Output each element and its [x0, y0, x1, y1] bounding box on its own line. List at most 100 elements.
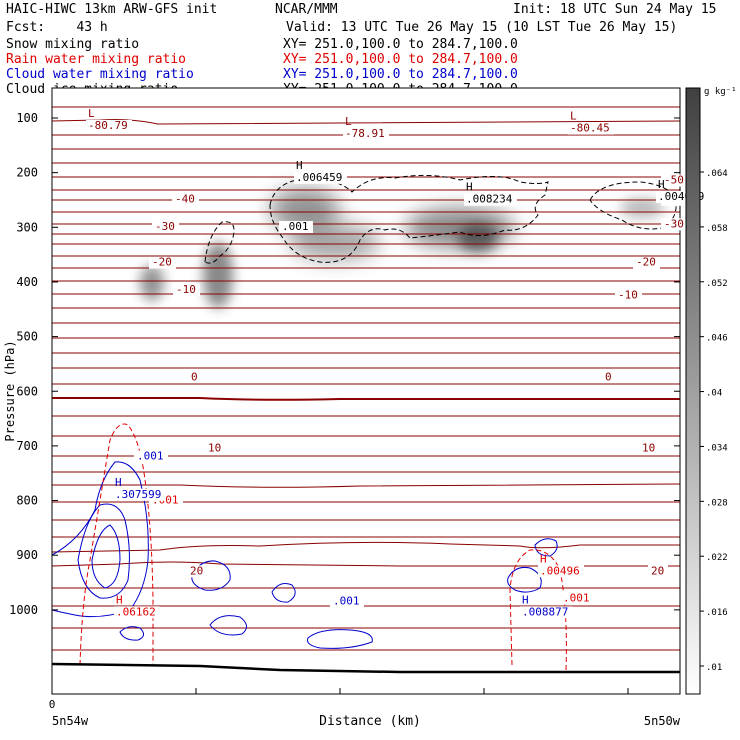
isotherm-label: -10: [176, 283, 196, 296]
isotherm-label: 0: [605, 370, 612, 383]
isotherm-zero: [52, 397, 680, 401]
cloud-water-ring: [77, 503, 130, 599]
field-snow-name: Snow mixing ratio: [6, 37, 139, 52]
isotherm-label-bg: [615, 289, 642, 302]
extremum-value-bg: [294, 171, 347, 184]
colorbar-ramp: [685, 87, 701, 695]
isotherm-label: 10: [642, 441, 655, 454]
isotherm-line: [52, 483, 681, 488]
isotherm-label: -10: [618, 288, 638, 301]
isotherm-label: 20: [190, 564, 203, 577]
contour-value-label-bg: [560, 592, 594, 605]
isotherm-label-bg: [639, 442, 659, 455]
cloud-ice-contour: [269, 174, 549, 263]
extremum-value: .008877: [522, 605, 568, 618]
colorbar: g kg⁻¹ .01 .016 .022 .028 .034 .04 .046 .052 .05…: [685, 87, 737, 695]
isotherm-label: 20: [651, 564, 664, 577]
isotherm-label-bg: [205, 442, 225, 455]
isotherm-label-bg: [661, 174, 688, 187]
field-snow-xy: XY= 251.0,100.0 to 284.7,100.0: [283, 37, 518, 52]
cloud-ice-contour-right: [589, 181, 677, 230]
colorbar-tick-label: .046: [706, 334, 728, 344]
extremum-value-bg: [343, 128, 389, 141]
x-left-label: 5n54w: [52, 714, 89, 728]
y-tick-label: 700: [16, 439, 38, 453]
field-cloudwater-name: Cloud water mixing ratio: [6, 67, 194, 82]
snow-shading: [140, 188, 664, 308]
extremum-mark: L: [570, 110, 577, 123]
cloud-water-ring-inner: [91, 524, 121, 589]
valid-time: Valid: 13 UTC Tue 26 May 15 (10 LST Tue …: [286, 20, 677, 35]
extremum-mark: H: [115, 476, 122, 489]
contour-value-label: .001: [333, 594, 360, 607]
colorbar-tick-label: .052: [706, 279, 728, 289]
extremum-mark: H: [522, 593, 529, 606]
extremum-value: .008234: [466, 193, 513, 206]
contour-value-label-bg: [330, 595, 364, 608]
contour-labels: -20-30-40-1001020-50-40-30-20-1001020.00…: [86, 107, 709, 619]
isotherm-label-bg: [187, 565, 207, 578]
y-tick-label: 800: [16, 494, 38, 508]
rain-water-contour-right: [509, 549, 567, 671]
terrain-line: [51, 662, 680, 674]
y-axis-title: Pressure (hPa): [3, 340, 17, 441]
y-tick-label: 1000: [9, 603, 38, 617]
field-rain-xy: XY= 251.0,100.0 to 284.7,100.0: [283, 52, 518, 67]
extremum-value-bg: [113, 488, 166, 501]
colorbar-ticks: .01 .016 .022 .028 .034 .04 .046 .052 .058 .064: [700, 169, 728, 673]
y-tick-label: 300: [16, 220, 38, 234]
isotherm-label-bg: [173, 283, 200, 296]
colorbar-tick-label: .028: [706, 498, 728, 508]
colorbar-tick-label: .034: [706, 443, 728, 453]
contour-value-label: .001: [563, 592, 590, 605]
y-tick-label: 600: [16, 384, 38, 398]
cloud-water-contours: [51, 461, 558, 649]
extremum-value: -80.79: [88, 119, 128, 132]
extremum-value-bg: [114, 606, 160, 619]
isotherm-label-bg: [149, 256, 176, 269]
org-label: NCAR/MMM: [275, 2, 338, 17]
colorbar-unit: g kg⁻¹: [704, 87, 737, 97]
cloud-water-cell: [507, 567, 542, 593]
field-rain-name: Rain water mixing ratio: [6, 52, 186, 67]
extremum-mark: L: [88, 107, 95, 120]
isotherm-line: [51, 541, 680, 553]
extremum-value-bg: [538, 565, 584, 578]
isotherm-label: 10: [208, 441, 221, 454]
isotherm-label: -40: [175, 193, 195, 206]
isotherm-label-bg: [661, 218, 688, 231]
cloud-water-cell: [119, 626, 144, 641]
y-tick-label: 100: [16, 111, 38, 125]
field-cloudwater-xy: XY= 251.0,100.0 to 284.7,100.0: [283, 67, 518, 82]
isotherm-label-bg: [172, 193, 199, 206]
header: HAIC-HIWC 13km ARW-GFS init NCAR/MMM Ini…: [6, 2, 717, 97]
y-tick-label: 200: [16, 166, 38, 180]
snow-blob-left-small: [140, 265, 164, 301]
snow-blob-right: [620, 198, 664, 218]
extremum-value: .06162: [116, 605, 156, 618]
extremum-value-bg: [520, 606, 573, 619]
extremum-mark: H: [116, 593, 123, 606]
x-axis-title: Distance (km): [319, 714, 421, 729]
isotherm-label: 0: [191, 370, 198, 383]
extremum-value: -78.91: [345, 127, 385, 140]
colorbar-tick-label: .01: [706, 663, 722, 673]
x-start-label: 0: [49, 698, 56, 711]
colorbar-tick-label: .058: [706, 224, 728, 234]
x-right-label: 5n50w: [644, 714, 681, 728]
contour-value-label-bg: [134, 450, 168, 463]
colorbar-tick-label: .022: [706, 553, 728, 563]
isotherm-line: [51, 561, 680, 567]
cloud-ice-contour-left: [204, 221, 235, 264]
snow-blob-upper: [270, 188, 340, 232]
cloud-water-cell: [191, 560, 231, 591]
rain-water-contours: [79, 423, 567, 671]
extremum-value-bg: [464, 193, 517, 206]
model-title: HAIC-HIWC 13km ARW-GFS init: [6, 2, 217, 17]
extremum-value: .00496: [540, 564, 580, 577]
extremum-mark: L: [345, 115, 352, 128]
y-tick-label: 400: [16, 275, 38, 289]
extremum-value: .006459: [296, 171, 342, 184]
init-time: Init: 18 UTC Sun 24 May 15: [513, 2, 717, 17]
